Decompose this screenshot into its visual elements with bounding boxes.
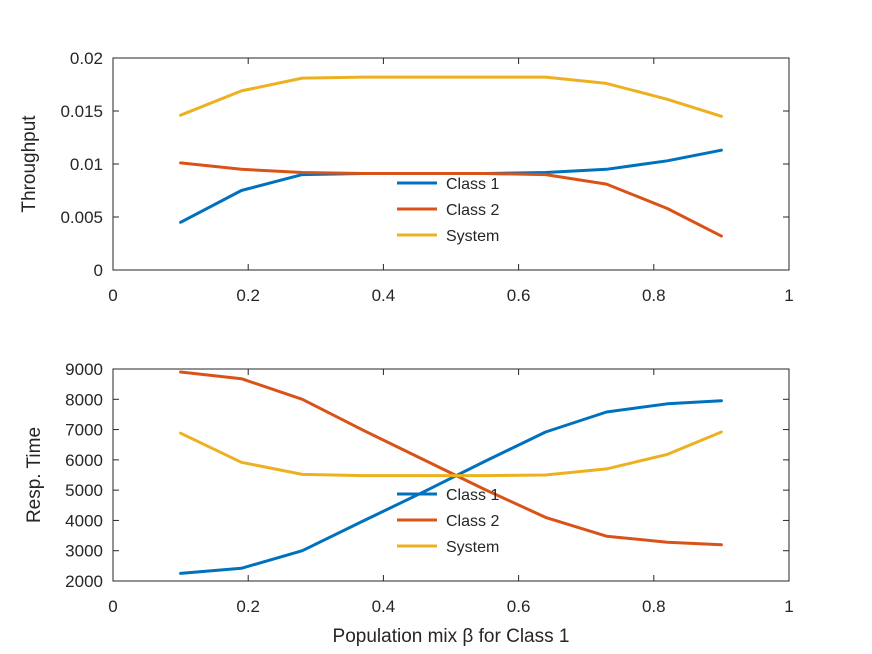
response-time-legend-label-system: System: [446, 539, 499, 556]
throughput-legend-label-class-1: Class 1: [446, 176, 499, 193]
response-time-series: [179, 370, 723, 575]
throughput-y-tick-label: 0.005: [60, 208, 103, 227]
response-time-x-tick-label: 0.6: [507, 597, 531, 616]
throughput-x-tick-label: 0: [108, 286, 117, 305]
response-time-y-tick-label: 8000: [65, 390, 103, 409]
throughput-ticks: 0 0.2 0.4 0.6 0.8 1 0 0.005 0.01 0.015 0.02: [60, 49, 793, 305]
throughput-x-tick-label: 0.6: [507, 286, 531, 305]
throughput-legend-label-system: System: [446, 228, 499, 245]
response-time-ticks: 0 0.2 0.4 0.6 0.8 1 2000 3000 4000 5000 6000 7000 80…: [65, 360, 794, 616]
throughput-y-axis-label: Throughput: [19, 115, 40, 213]
response-time-x-tick-label: 0.2: [236, 597, 260, 616]
response-time-x-tick-label: 1: [784, 597, 793, 616]
response-time-chart: 0 0.2 0.4 0.6 0.8 1 2000 3000 4000 5000 6000 7000 80…: [24, 360, 794, 647]
response-time-legend-label-class-1: Class 1: [446, 487, 499, 504]
throughput-plot-area: [112, 57, 790, 271]
response-time-legend-label-class-2: Class 2: [446, 513, 499, 530]
response-time-y-tick-label: 2000: [65, 572, 103, 591]
response-time-y-tick-label: 3000: [65, 542, 103, 561]
response-time-y-tick-label: 9000: [65, 360, 103, 379]
response-time-y-tick-label: 4000: [65, 511, 103, 530]
throughput-y-tick-label: 0.02: [70, 49, 103, 68]
throughput-series: [179, 75, 723, 238]
throughput-series-system-line: [179, 75, 723, 118]
response-time-y-tick-label: 7000: [65, 421, 103, 440]
response-time-y-tick-label: 5000: [65, 481, 103, 500]
response-time-x-tick-label: 0.8: [642, 597, 666, 616]
response-time-x-tick-label: 0.4: [372, 597, 396, 616]
throughput-chart: 0 0.2 0.4 0.6 0.8 1 0 0.005 0.01 0.015 0.02 Throug…: [19, 49, 794, 305]
response-time-x-tick-label: 0: [108, 597, 117, 616]
throughput-y-tick-label: 0.01: [70, 155, 103, 174]
throughput-legend-label-class-2: Class 2: [446, 202, 499, 219]
throughput-x-tick-label: 0.2: [236, 286, 260, 305]
throughput-x-tick-label: 1: [784, 286, 793, 305]
throughput-y-tick-label: 0.015: [60, 102, 103, 121]
throughput-x-tick-label: 0.8: [642, 286, 666, 305]
response-time-y-axis-label: Resp. Time: [24, 427, 45, 523]
x-axis-label: Population mix β for Class 1: [333, 626, 570, 647]
throughput-y-tick-label: 0: [94, 261, 103, 280]
response-time-series-system-line: [179, 430, 723, 478]
throughput-series-class-2-line: [179, 161, 723, 238]
response-time-legend: Class 1 Class 2 System: [397, 487, 499, 556]
throughput-legend: Class 1 Class 2 System: [397, 176, 499, 245]
response-time-y-tick-label: 6000: [65, 451, 103, 470]
throughput-x-tick-label: 0.4: [372, 286, 396, 305]
